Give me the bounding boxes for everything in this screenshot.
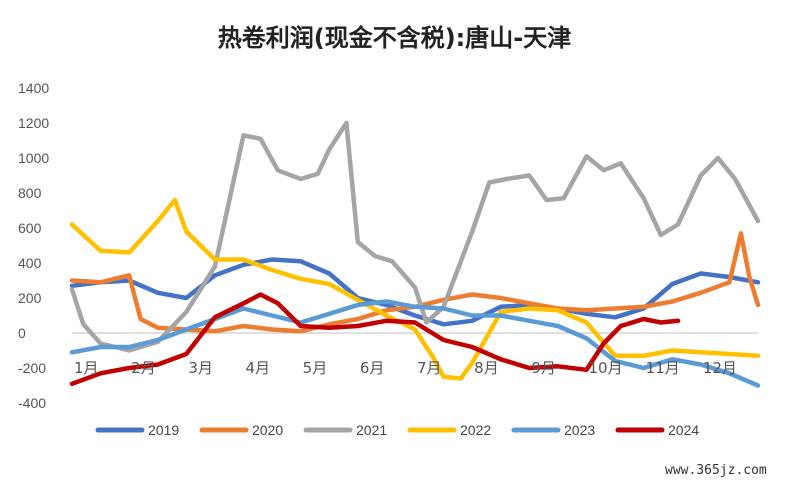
x-tick-label: 12月 — [703, 359, 737, 377]
series-group — [69, 120, 761, 388]
series-line-2023 — [69, 299, 761, 388]
y-tick-label: -200 — [18, 360, 46, 376]
y-tick-label: 0 — [18, 325, 26, 341]
series-line-2024 — [69, 292, 681, 387]
x-tick-label: 11月 — [646, 359, 680, 377]
y-tick-label: 1400 — [18, 80, 49, 96]
legend-label-2022: 2022 — [460, 422, 491, 438]
legend-label-2023: 2023 — [564, 422, 595, 438]
y-tick-label: 1200 — [18, 115, 49, 131]
x-tick-label: 9月 — [531, 359, 556, 377]
legend-label-2019: 2019 — [148, 422, 179, 438]
y-tick-label: 1000 — [18, 150, 49, 166]
x-tick-label: 10月 — [589, 359, 623, 377]
y-tick-label: 200 — [18, 290, 42, 306]
legend-label-2020: 2020 — [252, 422, 283, 438]
y-tick-label: 400 — [18, 255, 42, 271]
x-tick-label: 4月 — [246, 359, 271, 377]
x-tick-label: 6月 — [360, 359, 385, 377]
watermark-text: www.365jz.com — [665, 463, 767, 478]
series-line-2022 — [69, 197, 761, 381]
x-tick-label: 1月 — [74, 359, 99, 377]
y-tick-label: -400 — [18, 395, 46, 411]
chart-title: 热卷利润(现金不含税):唐山-天津 — [217, 24, 572, 52]
x-tick-label: 5月 — [303, 359, 328, 377]
y-tick-label: 800 — [18, 185, 42, 201]
x-tick-label: 2月 — [131, 359, 156, 377]
x-tick-label: 3月 — [188, 359, 213, 377]
legend-label-2024: 2024 — [668, 422, 699, 438]
x-tick-label: 7月 — [417, 359, 442, 377]
legend-label-2021: 2021 — [356, 422, 387, 438]
x-tick-label: 8月 — [474, 359, 499, 377]
y-tick-label: 600 — [18, 220, 42, 236]
